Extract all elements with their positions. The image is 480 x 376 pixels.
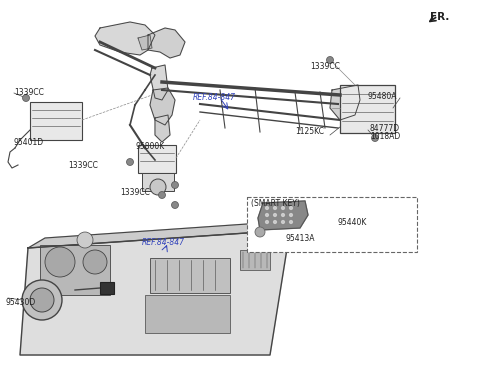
Text: 1339CC: 1339CC [14,88,44,97]
Bar [100,282,114,294]
Polygon shape [258,201,308,230]
Circle shape [326,56,334,64]
Bar [142,173,174,191]
Circle shape [83,250,107,274]
Text: 95480A: 95480A [368,92,397,101]
Text: REF.84-847: REF.84-847 [142,238,185,247]
Circle shape [264,206,269,211]
Circle shape [45,247,75,277]
Text: 95440K: 95440K [338,218,367,227]
Bar [240,250,270,270]
Circle shape [127,159,133,165]
Circle shape [22,280,62,320]
Circle shape [288,212,293,217]
Circle shape [255,227,265,237]
Circle shape [171,202,179,209]
Text: FR.: FR. [430,12,449,22]
Text: 1339CC: 1339CC [68,161,98,170]
Circle shape [273,220,277,224]
Text: 95413A: 95413A [285,234,314,243]
Text: 1339CC: 1339CC [120,188,150,197]
Text: 1018AD: 1018AD [370,132,400,141]
Polygon shape [150,88,175,125]
Circle shape [150,179,166,195]
Circle shape [288,220,293,224]
Circle shape [372,135,379,141]
Polygon shape [20,230,290,355]
Circle shape [264,212,269,217]
Circle shape [77,232,93,248]
Polygon shape [155,115,170,142]
Circle shape [280,212,286,217]
Bar [145,295,230,333]
Bar [40,245,110,295]
Polygon shape [330,85,360,120]
Text: 1125KC: 1125KC [295,127,324,136]
Circle shape [288,206,293,211]
Text: (SMART KEY): (SMART KEY) [251,199,300,208]
Bar [30,102,82,140]
Circle shape [30,288,54,312]
Polygon shape [95,22,155,55]
Bar [150,258,230,293]
Circle shape [171,182,179,188]
Text: REF.84-847: REF.84-847 [193,93,236,102]
Bar [340,85,395,133]
Text: 1339CC: 1339CC [310,62,340,71]
Circle shape [158,191,166,199]
Circle shape [273,212,277,217]
Text: 95430D: 95430D [5,298,35,307]
Polygon shape [148,28,185,58]
Circle shape [264,220,269,224]
Text: 84777D: 84777D [370,124,400,133]
Bar [247,197,417,252]
Text: 95401D: 95401D [14,138,44,147]
Polygon shape [28,220,305,248]
Circle shape [280,220,286,224]
Polygon shape [150,65,168,100]
Bar [138,145,176,173]
Polygon shape [138,35,152,50]
Text: 95800K: 95800K [136,142,165,151]
Circle shape [23,94,29,102]
Circle shape [280,206,286,211]
Circle shape [273,206,277,211]
